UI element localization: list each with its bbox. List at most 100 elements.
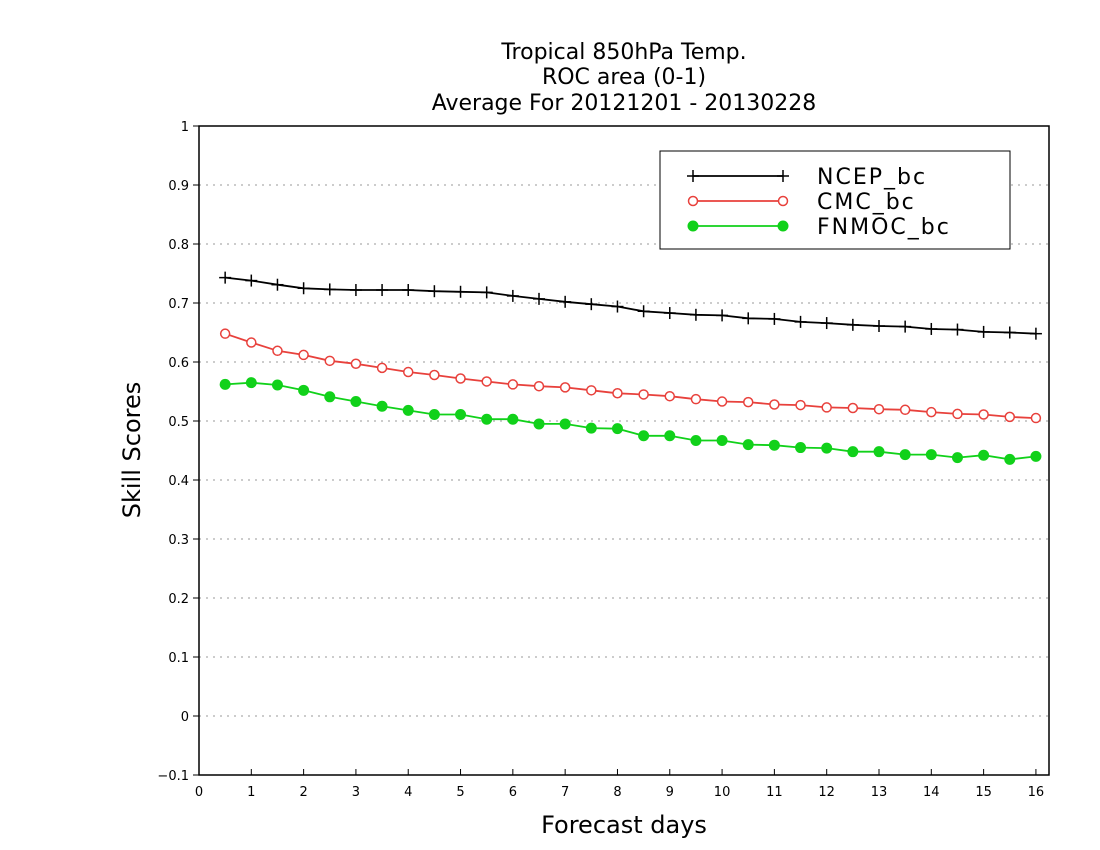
data-point-fnmoc-bc [428,409,440,421]
data-point-cmc-bc [795,399,806,411]
y-tick-label: 0.1 [168,651,189,666]
data-point-fnmoc-bc [638,430,650,442]
data-point-ncep-bc [716,309,729,322]
data-point-fnmoc-bc [1030,450,1042,462]
y-tick-label: 0.6 [168,356,189,371]
legend-label: CMC_bc [817,190,916,215]
data-point-ncep-bc [559,295,572,308]
data-point-ncep-bc [873,320,885,333]
series-ncep-bc [219,271,1042,340]
y-tick-label: 0.8 [168,238,189,253]
data-point-fnmoc-bc [481,413,493,425]
series-layer [219,271,1042,465]
data-point-cmc-bc [350,358,362,370]
data-point-ncep-bc [951,323,964,336]
legend-label: NCEP_bc [817,165,927,190]
data-point-ncep-bc [977,325,990,338]
data-point-cmc-bc [586,385,597,396]
legend-marker [687,170,699,182]
data-point-cmc-bc [481,376,492,387]
data-point-fnmoc-bc [533,418,545,430]
data-point-ncep-bc [611,300,624,313]
data-point-ncep-bc [846,318,859,331]
y-tick-label: 0.3 [168,533,189,548]
legend-marker [777,220,789,232]
plot-frame [198,125,1050,776]
data-point-ncep-bc [794,315,807,328]
y-tick-label: 0.2 [168,592,189,607]
data-point-cmc-bc [455,373,466,384]
data-point-fnmoc-bc [376,400,388,412]
data-point-cmc-bc [1030,412,1042,424]
data-point-fnmoc-bc [690,434,702,446]
data-point-fnmoc-bc [873,446,885,458]
data-point-fnmoc-bc [664,430,676,442]
x-tick-label: 13 [871,785,888,800]
x-tick-label: 12 [818,785,835,800]
x-tick-label: 3 [352,785,360,800]
y-axis-label: Skill Scores [118,382,146,519]
data-point-ncep-bc [637,305,650,318]
data-point-fnmoc-bc [951,452,963,464]
data-point-cmc-bc [533,380,545,392]
data-point-ncep-bc [768,312,781,325]
data-point-ncep-bc [1003,326,1016,339]
data-point-cmc-bc [559,382,571,393]
x-tick-label: 1 [247,785,255,800]
data-point-ncep-bc [820,317,833,330]
legend-marker [777,195,789,207]
data-point-cmc-bc [952,408,963,420]
data-point-cmc-bc [324,355,336,367]
data-point-ncep-bc [402,284,415,297]
data-point-cmc-bc [664,390,676,402]
data-point-fnmoc-bc [742,439,754,451]
data-point-fnmoc-bc [1004,453,1016,465]
legend-marker [777,170,789,182]
y-tick-label: 0 [181,710,189,725]
x-tick-label: 10 [714,785,731,800]
data-point-fnmoc-bc [585,422,597,434]
data-point-ncep-bc [925,322,938,335]
data-point-cmc-bc [429,369,440,381]
data-point-fnmoc-bc [559,418,571,430]
legend-entry-fnmoc-bc: FNMOC_bc [687,215,951,240]
data-point-cmc-bc [847,402,859,414]
x-tick-label: 14 [923,785,940,800]
y-tick-label: 0.4 [168,474,189,489]
data-point-cmc-bc [402,366,414,378]
data-point-fnmoc-bc [350,396,362,408]
data-point-ncep-bc [454,285,467,298]
data-point-fnmoc-bc [978,449,990,461]
y-tick-label: −0.1 [157,769,189,784]
series-fnmoc-bc [219,377,1042,465]
data-point-ncep-bc [323,283,336,296]
data-point-fnmoc-bc [219,378,231,390]
data-point-fnmoc-bc [611,423,623,435]
data-point-cmc-bc [638,389,649,400]
title-line-2: ROC area (0-1) [542,65,706,90]
x-tick-label: 8 [613,785,621,800]
x-tick-label: 6 [509,785,517,800]
data-point-ncep-bc [219,271,232,284]
x-tick-label: 4 [404,785,412,800]
data-point-ncep-bc [533,292,545,305]
legend-entry-cmc-bc: CMC_bc [687,190,916,215]
x-tick-label: 9 [666,785,674,800]
legend-label: FNMOC_bc [817,215,951,240]
y-tick-label: 0.9 [168,179,189,194]
data-point-cmc-bc [716,396,728,407]
legend-marker [687,195,699,207]
data-point-cmc-bc [272,345,283,357]
data-point-cmc-bc [612,388,623,399]
legend-box [659,150,1011,250]
data-point-fnmoc-bc [847,446,859,458]
data-point-fnmoc-bc [795,442,807,454]
data-point-cmc-bc [926,406,937,418]
x-tick-label: 2 [299,785,307,800]
data-point-ncep-bc [376,284,389,297]
data-point-cmc-bc [873,403,885,415]
data-point-fnmoc-bc [821,442,833,454]
data-point-cmc-bc [821,402,832,413]
x-axis-label: Forecast days [541,811,707,839]
